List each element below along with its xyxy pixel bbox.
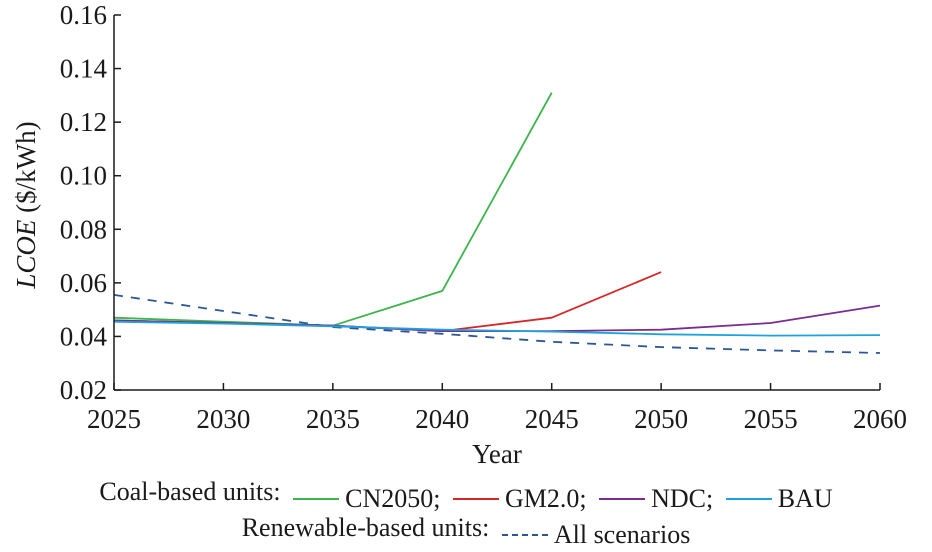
x-tick-label: 2050 [634, 404, 688, 434]
y-tick-label: 0.02 [60, 375, 107, 405]
series-line-bau [113, 320, 881, 337]
y-tick-label: 0.08 [60, 214, 107, 244]
series-line-ndc [113, 304, 881, 333]
legend-coal-row: Coal-based units: CN2050; GM2.0; NDC; BA… [0, 476, 932, 515]
x-axis-title: Year [472, 439, 522, 469]
x-tick-label: 2055 [744, 404, 798, 434]
legend-item-cn2050: CN2050; [287, 483, 440, 515]
y-tick-label: 0.10 [60, 161, 107, 191]
y-tick-label: 0.06 [60, 268, 107, 298]
legend-renewable-row: Renewable-based units: All scenarios [0, 512, 932, 551]
x-tick-label: 2040 [415, 404, 469, 434]
x-tick-label: 2035 [306, 404, 360, 434]
y-axis-title: LCOE ($/kWh) [11, 121, 41, 289]
legend-item-gm20: GM2.0; [447, 483, 587, 515]
x-tick-label: 2030 [196, 404, 250, 434]
y-tick-label: 0.12 [60, 107, 107, 137]
series-line-cn2050 [113, 92, 553, 327]
legend-renewable-label: Renewable-based units: [241, 513, 490, 542]
legend-item-all-scenarios: All scenarios [496, 519, 690, 551]
y-tick-label: 0.04 [60, 321, 108, 351]
y-tick-label: 0.14 [60, 54, 108, 84]
x-tick-label: 2045 [525, 404, 579, 434]
legend-item-bau: BAU [720, 483, 833, 515]
y-tick-label: 0.16 [60, 0, 107, 30]
x-tick-label: 2025 [87, 404, 141, 434]
legend-swatch-all-scenarios [501, 534, 548, 536]
legend-label-cn2050: CN2050; [345, 484, 441, 513]
legend-item-ndc: NDC; [593, 483, 713, 515]
legend-label-gm20: GM2.0; [504, 484, 587, 513]
legend-swatch-ndc [599, 498, 646, 500]
x-tick-label: 2060 [853, 404, 907, 434]
legend-coal-label: Coal-based units: [99, 477, 281, 506]
legend-swatch-cn2050 [293, 498, 340, 500]
legend-swatch-gm20 [452, 498, 499, 500]
y-axis-title-italic: LCOE [11, 219, 41, 290]
ticks-group: 0.02 0.04 0.06 0.08 0.10 0.12 0.14 0.16 2025 2030… [60, 0, 907, 434]
legend-label-bau: BAU [777, 484, 833, 513]
legend-label-ndc: NDC; [651, 484, 714, 513]
axes-group [113, 15, 880, 391]
plot-series-group [113, 92, 881, 354]
y-axis-title-unit: ($/kWh) [11, 121, 41, 219]
legend-swatch-bau [725, 498, 772, 500]
legend-label-all-scenarios: All scenarios [553, 520, 691, 549]
